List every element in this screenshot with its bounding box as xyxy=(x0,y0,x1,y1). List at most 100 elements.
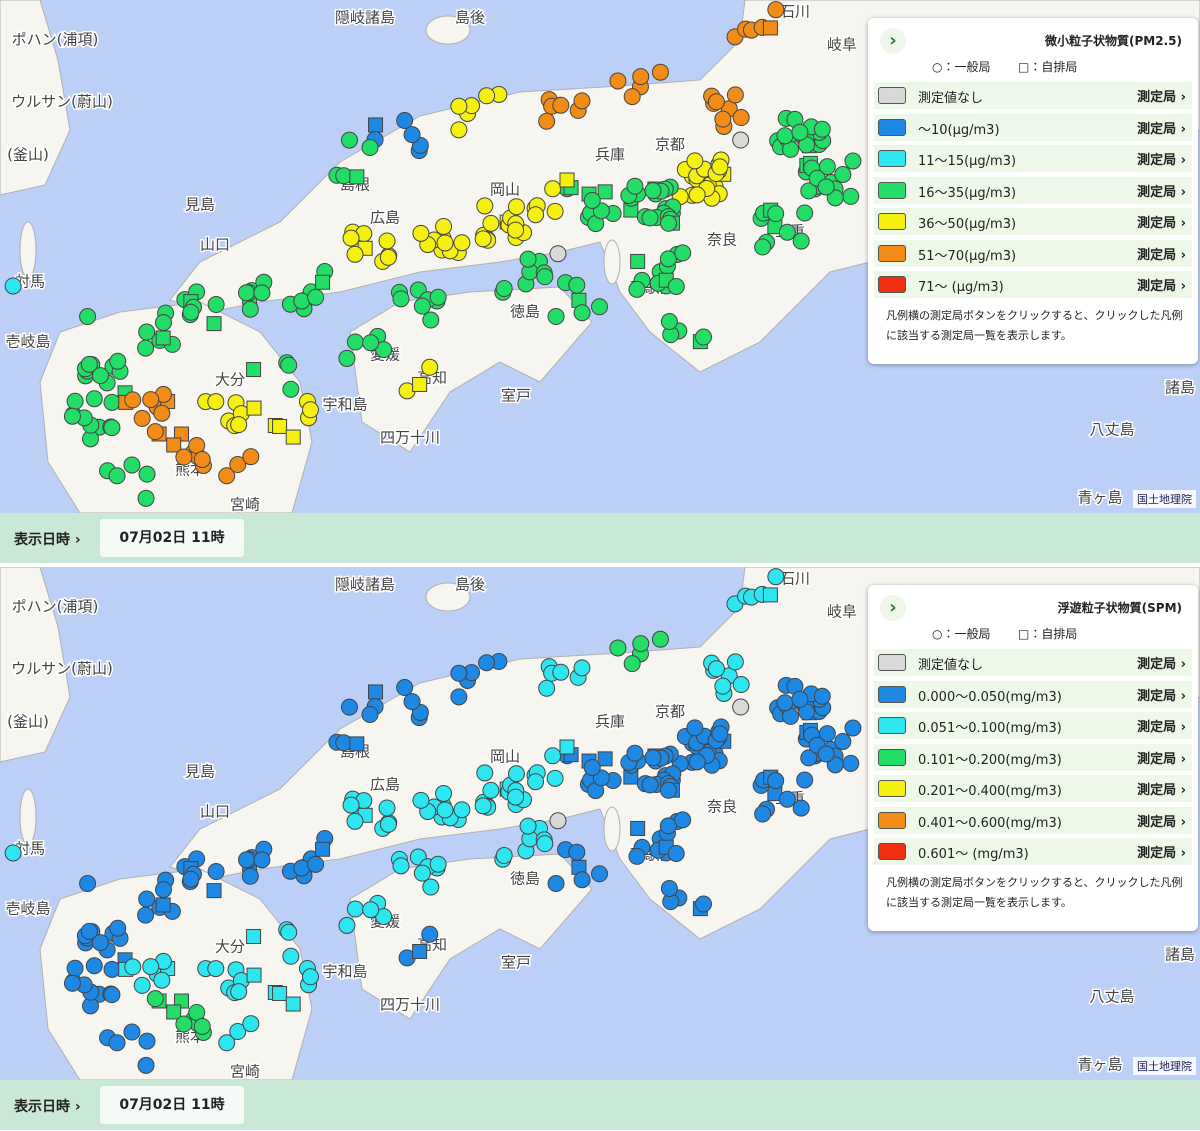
station-button[interactable]: 測定局 › xyxy=(1137,184,1186,200)
station-button[interactable]: 測定局 › xyxy=(1137,846,1186,861)
time-value[interactable]: 07月02日 11時 xyxy=(100,1086,244,1124)
legend-label: 71～ (μg/m3) xyxy=(918,280,1004,295)
station-general xyxy=(138,1032,156,1050)
station-general xyxy=(644,182,662,200)
map-label: 徳島 xyxy=(510,303,540,321)
map-label: 宇和島 xyxy=(322,396,367,414)
legend-swatch xyxy=(878,685,906,703)
station-general xyxy=(527,206,545,224)
station-general xyxy=(230,416,248,434)
station-general xyxy=(282,947,300,965)
station-general xyxy=(552,663,570,681)
map-label: 八丈島 xyxy=(1089,988,1134,1006)
legend-swatch xyxy=(878,181,906,199)
station-general xyxy=(626,177,644,195)
attribution: 国土地理院 xyxy=(1133,1057,1196,1075)
station-general xyxy=(732,131,750,149)
station-general xyxy=(396,112,414,130)
map-label: (釜山) xyxy=(7,146,49,164)
station-general xyxy=(4,277,22,295)
legend-toggle[interactable]: › xyxy=(880,595,906,621)
station-general xyxy=(667,844,685,862)
station-general xyxy=(478,654,496,672)
station-button[interactable]: 測定局 › xyxy=(1137,153,1186,168)
station-general xyxy=(546,202,564,220)
station-roadside xyxy=(315,841,331,857)
station-general xyxy=(549,812,567,830)
station-button[interactable]: 測定局 › xyxy=(1137,247,1186,263)
station-general xyxy=(103,960,121,978)
legend-row: 0.601～ (mg/m3) 測定局 › xyxy=(874,838,1192,865)
station-general xyxy=(103,986,121,1004)
station-roadside xyxy=(349,169,365,185)
station-general xyxy=(142,958,160,976)
station-general xyxy=(686,719,704,737)
time-value[interactable]: 07月02日 11時 xyxy=(100,519,244,557)
station-button[interactable]: 測定局 › xyxy=(1137,688,1186,704)
station-general xyxy=(474,797,492,815)
map-label: 大分 xyxy=(215,938,245,956)
map-label: 宮崎 xyxy=(230,496,260,514)
station-general xyxy=(378,232,396,250)
station-button[interactable]: 測定局 › xyxy=(1137,121,1186,137)
station-button[interactable]: 測定局 › xyxy=(1137,720,1186,735)
station-button[interactable]: 測定局 › xyxy=(1137,90,1186,105)
station-general xyxy=(340,131,358,149)
map-label: 八丈島 xyxy=(1089,421,1134,439)
map-label: 宇和島 xyxy=(322,963,367,981)
station-general xyxy=(362,334,380,352)
legend-toggle[interactable]: › xyxy=(880,28,906,54)
station-general xyxy=(137,339,155,357)
station-general xyxy=(80,355,98,373)
station-general xyxy=(527,773,545,791)
station-general xyxy=(108,1034,126,1052)
station-roadside xyxy=(246,400,262,416)
station-roadside xyxy=(155,330,171,346)
station-general xyxy=(817,745,835,763)
station-roadside xyxy=(166,437,182,453)
station-general xyxy=(154,881,172,899)
station-general xyxy=(519,250,537,268)
land-awaji xyxy=(603,806,621,852)
station-general xyxy=(844,719,862,737)
station-general xyxy=(103,419,121,437)
station-general xyxy=(253,284,271,302)
station-roadside xyxy=(285,996,301,1012)
legend-swatch xyxy=(878,244,906,262)
station-general xyxy=(182,870,200,888)
legend-label: 11～15(μg/m3) xyxy=(918,154,1017,169)
station-general xyxy=(754,238,772,256)
map-label: ウルサン(蔚山) xyxy=(11,93,113,111)
station-general xyxy=(66,392,84,410)
station-general xyxy=(707,660,725,678)
station-general xyxy=(667,277,685,295)
station-general xyxy=(660,313,678,331)
station-button[interactable]: 測定局 › xyxy=(1137,814,1186,830)
station-general xyxy=(207,393,225,411)
station-button[interactable]: 測定局 › xyxy=(1137,657,1186,672)
map-label: 室戸 xyxy=(501,387,531,405)
station-general xyxy=(342,229,360,247)
map-label: (釜山) xyxy=(7,713,49,731)
legend-label: 0.601～ (mg/m3) xyxy=(918,847,1029,862)
station-roadside xyxy=(285,429,301,445)
station-button[interactable]: 測定局 › xyxy=(1137,751,1186,767)
station-roadside xyxy=(597,184,613,200)
map-label: 岡山 xyxy=(490,748,520,766)
station-general xyxy=(108,467,126,485)
station-general xyxy=(659,817,677,835)
legend-swatch xyxy=(878,717,906,734)
station-general xyxy=(175,448,193,466)
station-general xyxy=(767,772,785,790)
station-button[interactable]: 測定局 › xyxy=(1137,216,1186,231)
station-general xyxy=(280,923,298,941)
station-button[interactable]: 測定局 › xyxy=(1137,783,1186,798)
station-general xyxy=(536,268,554,286)
station-general xyxy=(792,799,810,817)
legend-swatch xyxy=(878,748,906,766)
station-button[interactable]: 測定局 › xyxy=(1137,279,1186,294)
station-general xyxy=(238,284,256,302)
legend-row: 71～ (μg/m3) 測定局 › xyxy=(874,271,1192,298)
station-general xyxy=(154,314,172,332)
